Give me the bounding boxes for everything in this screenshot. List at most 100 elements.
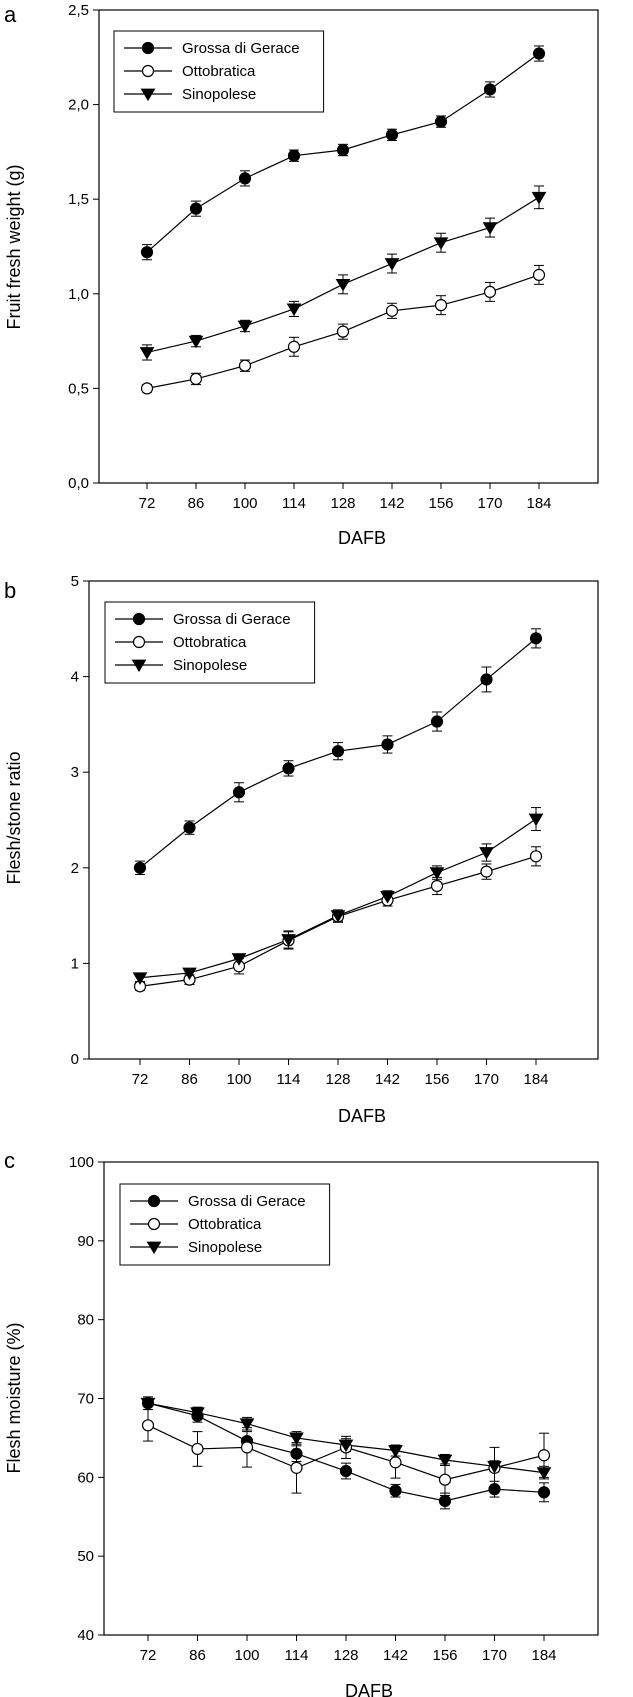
data-point-sinopolese xyxy=(140,1397,156,1411)
plot-area: 0,0 0,5 1,0 1,5 2,0 2,5 72 86 100 114 128 142 156 170… xyxy=(68,2,551,512)
plot-area: 40 50 60 70 80 90 100 72 86 100 114 128 142 156 170 184… xyxy=(69,1154,557,1664)
legend-marker-sinopolese xyxy=(131,659,147,673)
data-point-sinopolese xyxy=(190,1407,205,1420)
x-tick-label: 156 xyxy=(424,1071,449,1088)
y-tick-label: 100 xyxy=(69,1154,94,1171)
data-point-ottobratica xyxy=(430,879,444,893)
data-point-sinopolese xyxy=(429,867,445,880)
data-point-grossa-di-gerace xyxy=(282,762,295,775)
data-point-ottobratica xyxy=(389,1456,402,1469)
x-axis-title: DAFB xyxy=(338,1106,386,1126)
data-point-ottobratica xyxy=(434,299,448,312)
legend-label: Grossa di Gerace xyxy=(188,1193,306,1210)
data-point-ottobratica xyxy=(480,865,493,878)
data-point-grossa-di-gerace xyxy=(483,83,497,96)
data-point-sinopolese xyxy=(286,303,302,317)
data-point-sinopolese xyxy=(239,1418,255,1431)
data-point-grossa-di-gerace xyxy=(532,47,546,60)
data-point-ottobratica xyxy=(141,1419,155,1432)
y-tick-label: 0,5 xyxy=(68,380,89,397)
data-point-sinopolese xyxy=(289,1432,304,1446)
data-point-sinopolese xyxy=(536,1467,552,1480)
y-tick-label: 3 xyxy=(71,764,79,781)
legend-marker-grossa-di-gerace xyxy=(147,1194,161,1208)
x-axis-title: DAFB xyxy=(338,528,386,548)
data-point-ottobratica xyxy=(290,1461,303,1474)
x-tick-label: 184 xyxy=(526,495,551,512)
data-point-grossa-di-gerace xyxy=(529,632,543,645)
x-tick-label: 72 xyxy=(139,495,156,512)
legend-marker-grossa-di-gerace xyxy=(132,612,146,626)
data-point-sinopolese xyxy=(531,191,547,205)
data-point-ottobratica xyxy=(189,372,203,386)
legend-label: Sinopolese xyxy=(188,1239,262,1256)
panel-letter-c: c xyxy=(4,1148,15,1173)
data-point-sinopolese xyxy=(437,1454,453,1468)
data-point-sinopolese xyxy=(487,1460,502,1474)
data-point-grossa-di-gerace xyxy=(287,149,301,162)
x-tick-label: 170 xyxy=(474,1071,499,1088)
data-point-grossa-di-gerace xyxy=(133,861,147,874)
y-tick-label: 2 xyxy=(71,860,79,877)
data-point-sinopolese xyxy=(139,347,155,360)
y-tick-label: 1,5 xyxy=(68,191,89,208)
data-point-sinopolese xyxy=(281,934,296,947)
y-tick-label: 1,0 xyxy=(68,286,89,303)
x-tick-label: 86 xyxy=(188,495,205,512)
data-point-sinopolese xyxy=(380,891,395,904)
series-line-sinopolese xyxy=(139,818,537,979)
data-point-grossa-di-gerace xyxy=(336,143,350,157)
x-tick-label: 142 xyxy=(375,1071,400,1088)
x-tick-label: 170 xyxy=(477,495,502,512)
legend-marker-sinopolese xyxy=(140,88,156,102)
y-tick-label: 70 xyxy=(77,1391,94,1408)
data-point-grossa-di-gerace xyxy=(238,172,252,185)
data-point-ottobratica xyxy=(140,382,154,395)
data-point-grossa-di-gerace xyxy=(290,1447,303,1460)
data-point-grossa-di-gerace xyxy=(389,1484,402,1497)
data-point-grossa-di-gerace xyxy=(189,202,203,215)
data-point-sinopolese xyxy=(188,335,204,349)
x-tick-label: 72 xyxy=(140,1647,157,1664)
data-point-grossa-di-gerace xyxy=(480,673,493,686)
x-tick-label: 184 xyxy=(523,1071,548,1088)
legend-label: Grossa di Gerace xyxy=(182,40,300,57)
x-tick-label: 114 xyxy=(282,495,306,512)
data-point-grossa-di-gerace xyxy=(430,715,444,728)
y-tick-label: 0 xyxy=(71,1051,79,1068)
legend-marker-ottobratica xyxy=(132,635,146,649)
y-tick-label: 5 xyxy=(71,573,79,590)
data-point-ottobratica xyxy=(537,1449,551,1462)
data-point-sinopolese xyxy=(479,847,494,860)
x-tick-label: 156 xyxy=(428,495,453,512)
x-tick-label: 142 xyxy=(379,495,404,512)
data-point-sinopolese xyxy=(237,320,253,334)
data-point-sinopolese xyxy=(384,258,400,271)
data-point-sinopolese xyxy=(335,278,351,292)
panel-a: a Fruit fresh weight (g) DAFB 0,0 0,5 1,0 1… xyxy=(4,2,599,548)
legend-label: Ottobratica xyxy=(188,1216,262,1233)
x-tick-label: 170 xyxy=(482,1647,507,1664)
data-point-sinopolese xyxy=(231,953,247,966)
data-point-grossa-di-gerace xyxy=(183,821,196,834)
panel-letter-a: a xyxy=(4,2,17,27)
y-tick-label: 2,0 xyxy=(68,97,89,114)
x-tick-label: 128 xyxy=(333,1647,358,1664)
legend-label: Ottobratica xyxy=(173,634,247,651)
x-tick-label: 184 xyxy=(531,1647,556,1664)
x-tick-label: 86 xyxy=(189,1647,206,1664)
data-point-sinopolese xyxy=(388,1445,403,1458)
legend-label: Sinopolese xyxy=(182,86,256,103)
data-point-ottobratica xyxy=(385,304,399,317)
legend-label: Ottobratica xyxy=(182,63,256,80)
y-tick-label: 4 xyxy=(71,669,79,686)
data-point-sinopolese xyxy=(482,222,498,235)
legend-marker-sinopolese xyxy=(146,1241,162,1255)
legend-marker-ottobratica xyxy=(141,64,155,78)
y-tick-label: 60 xyxy=(77,1469,94,1486)
y-tick-label: 2,5 xyxy=(68,2,89,19)
plot-frame xyxy=(88,580,599,1060)
x-axis-title: DAFB xyxy=(345,1681,393,1697)
data-point-sinopolese xyxy=(528,813,544,827)
